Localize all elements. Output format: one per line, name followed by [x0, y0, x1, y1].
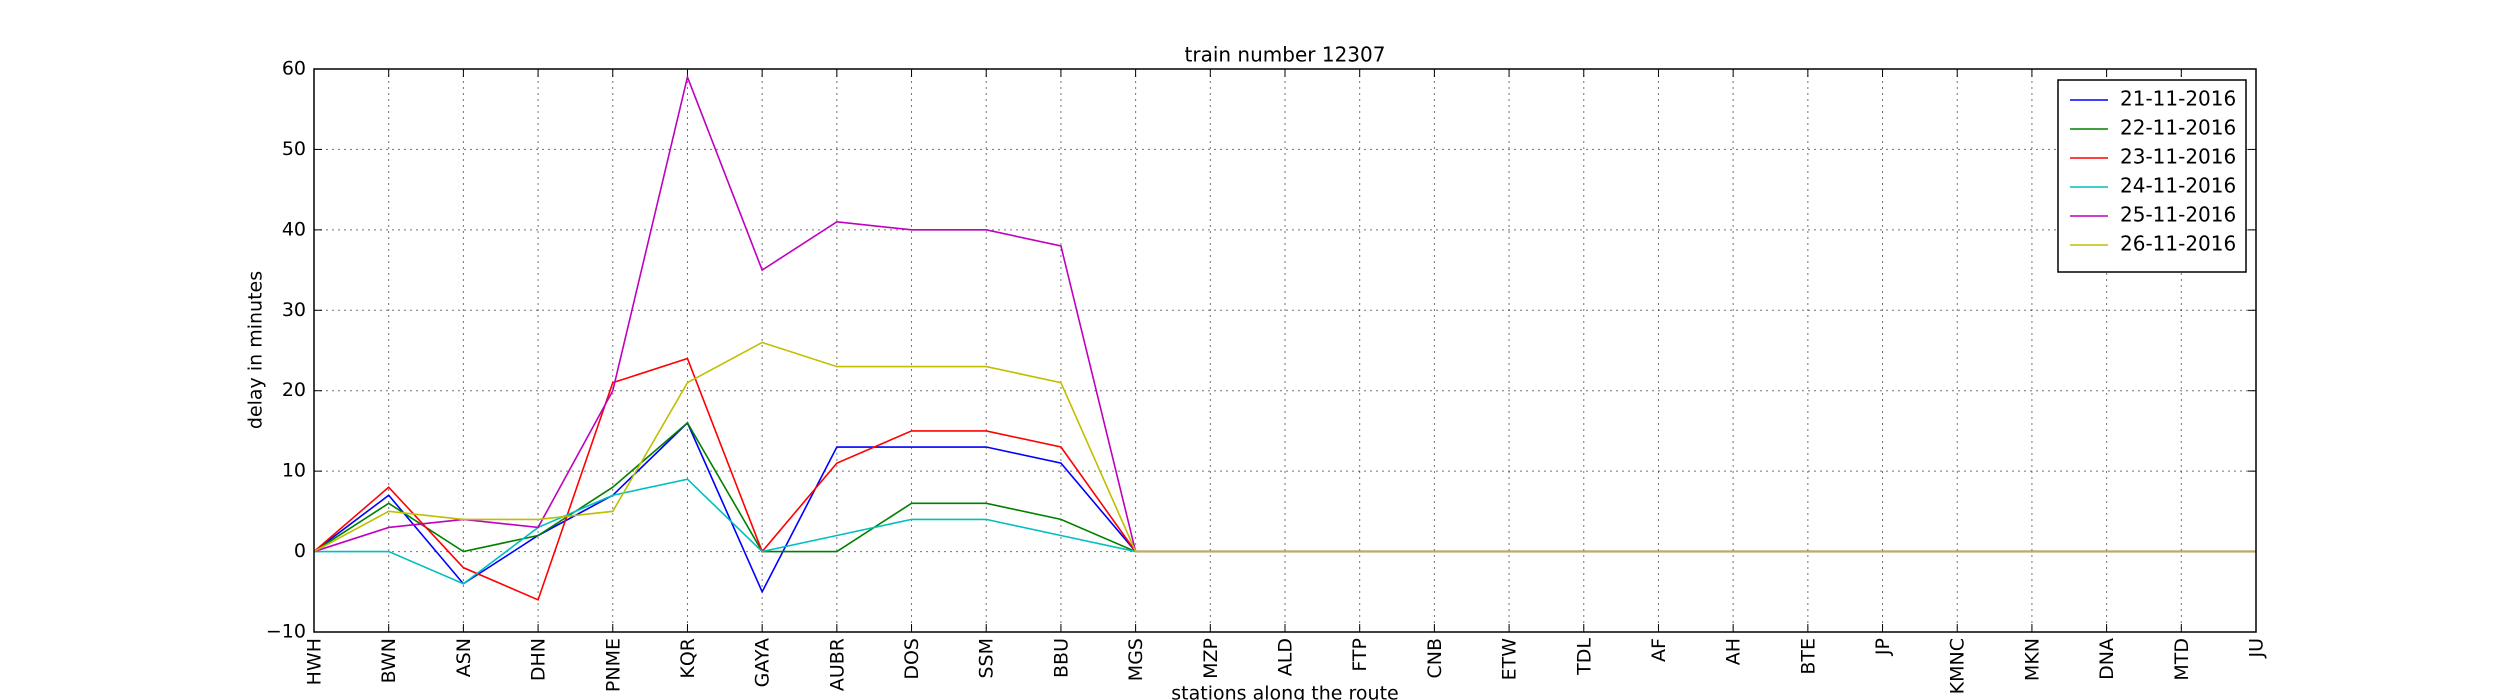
y-tick-label: 0	[294, 540, 306, 562]
x-tick-label: KMNC	[1947, 638, 1969, 694]
x-tick-label: BTE	[1797, 638, 1819, 675]
x-tick-label: MTD	[2171, 638, 2193, 681]
x-tick-label: KQR	[677, 638, 699, 679]
series-line	[313, 341, 2256, 553]
legend-label: 23-11-2016	[2120, 145, 2236, 169]
chart-title: train number 12307	[1185, 43, 1386, 67]
x-tick-label: JU	[2246, 638, 2268, 659]
legend-label: 21-11-2016	[2120, 87, 2236, 111]
x-tick-label: MKN	[2021, 638, 2043, 681]
legend-box	[2057, 79, 2247, 273]
x-tick-label: CNB	[1424, 638, 1446, 679]
y-tick-label: 60	[282, 58, 306, 80]
y-axis-label: delay in minutes	[245, 271, 267, 429]
x-tick-label: ASN	[453, 638, 475, 677]
x-tick-label: BBU	[1050, 638, 1072, 678]
x-tick-label: MZP	[1200, 638, 1222, 679]
x-tick-label: DOS	[901, 638, 923, 680]
x-tick-label: AUBR	[826, 638, 848, 691]
x-tick-label: ETW	[1499, 638, 1521, 681]
x-tick-label: FTP	[1349, 638, 1371, 672]
x-tick-label: TDL	[1573, 638, 1595, 676]
x-tick-label: JP	[1872, 638, 1894, 656]
x-tick-label: AF	[1648, 638, 1670, 662]
legend-label: 25-11-2016	[2120, 203, 2236, 227]
y-tick-label: 40	[282, 218, 306, 240]
x-tick-label: GAYA	[752, 638, 774, 687]
y-tick-label: 20	[282, 379, 306, 401]
x-tick-label: PNME	[602, 638, 624, 692]
x-tick-label: DNA	[2096, 638, 2118, 680]
legend-label: 26-11-2016	[2120, 232, 2236, 256]
y-tick-label: 30	[282, 299, 306, 321]
x-tick-label: SSM	[976, 638, 998, 679]
x-tick-label: MGS	[1125, 638, 1147, 681]
legend-label: 22-11-2016	[2120, 116, 2236, 140]
plot-frame	[313, 68, 2257, 633]
legend-label: 24-11-2016	[2120, 174, 2236, 198]
x-axis-label: stations along the route	[1171, 683, 1398, 700]
y-tick-label: −10	[266, 621, 306, 643]
x-tick-label: BWN	[378, 638, 400, 683]
x-tick-label: DHN	[528, 638, 550, 681]
x-tick-label: HWH	[304, 638, 326, 685]
x-tick-label: AH	[1723, 638, 1745, 665]
x-tick-label: ALD	[1275, 638, 1297, 676]
y-tick-label: 10	[282, 460, 306, 482]
y-tick-label: 50	[282, 138, 306, 160]
